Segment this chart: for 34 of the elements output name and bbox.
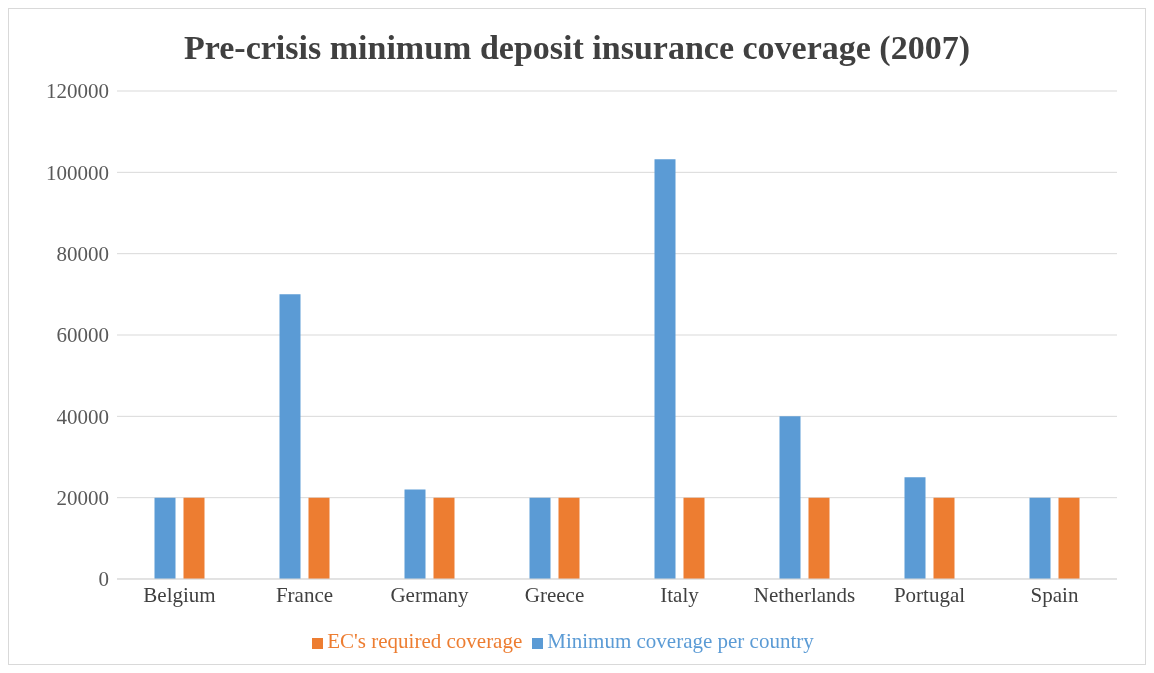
bar xyxy=(808,497,830,579)
chart-title: Pre-crisis minimum deposit insurance coverage (2007) xyxy=(183,28,971,68)
y-tick-label: 100000 xyxy=(46,160,109,185)
bar xyxy=(904,477,926,579)
bar xyxy=(183,497,205,579)
bar xyxy=(1058,497,1080,579)
bar xyxy=(933,497,955,579)
legend-label: Minimum coverage per country xyxy=(547,629,814,653)
bar xyxy=(308,497,330,579)
x-tick-label: Germany xyxy=(390,582,470,607)
bar xyxy=(779,416,801,579)
bar xyxy=(654,159,676,579)
y-tick-label: 40000 xyxy=(56,404,109,429)
legend-label: EC's required coverage xyxy=(327,629,523,653)
x-tick-label: Spain xyxy=(1030,582,1079,607)
bar xyxy=(404,489,426,579)
x-tick-label: Greece xyxy=(524,582,585,607)
bar xyxy=(529,497,551,579)
x-tick-label: Netherlands xyxy=(753,582,856,607)
bar xyxy=(279,294,301,579)
y-tick-label: 80000 xyxy=(56,242,109,267)
bar xyxy=(683,497,705,579)
x-tick-label: France xyxy=(275,582,334,607)
x-tick-label: Italy xyxy=(660,582,700,607)
bar xyxy=(154,497,176,579)
y-tick-label: 20000 xyxy=(56,486,109,511)
bar xyxy=(558,497,580,579)
bar xyxy=(1029,497,1051,579)
y-tick-label: 120000 xyxy=(46,79,109,104)
y-tick-label: 0 xyxy=(98,567,109,592)
x-tick-label: Belgium xyxy=(143,582,216,607)
x-tick-label: Portugal xyxy=(893,582,966,607)
y-tick-label: 60000 xyxy=(56,323,109,348)
bar xyxy=(433,497,455,579)
